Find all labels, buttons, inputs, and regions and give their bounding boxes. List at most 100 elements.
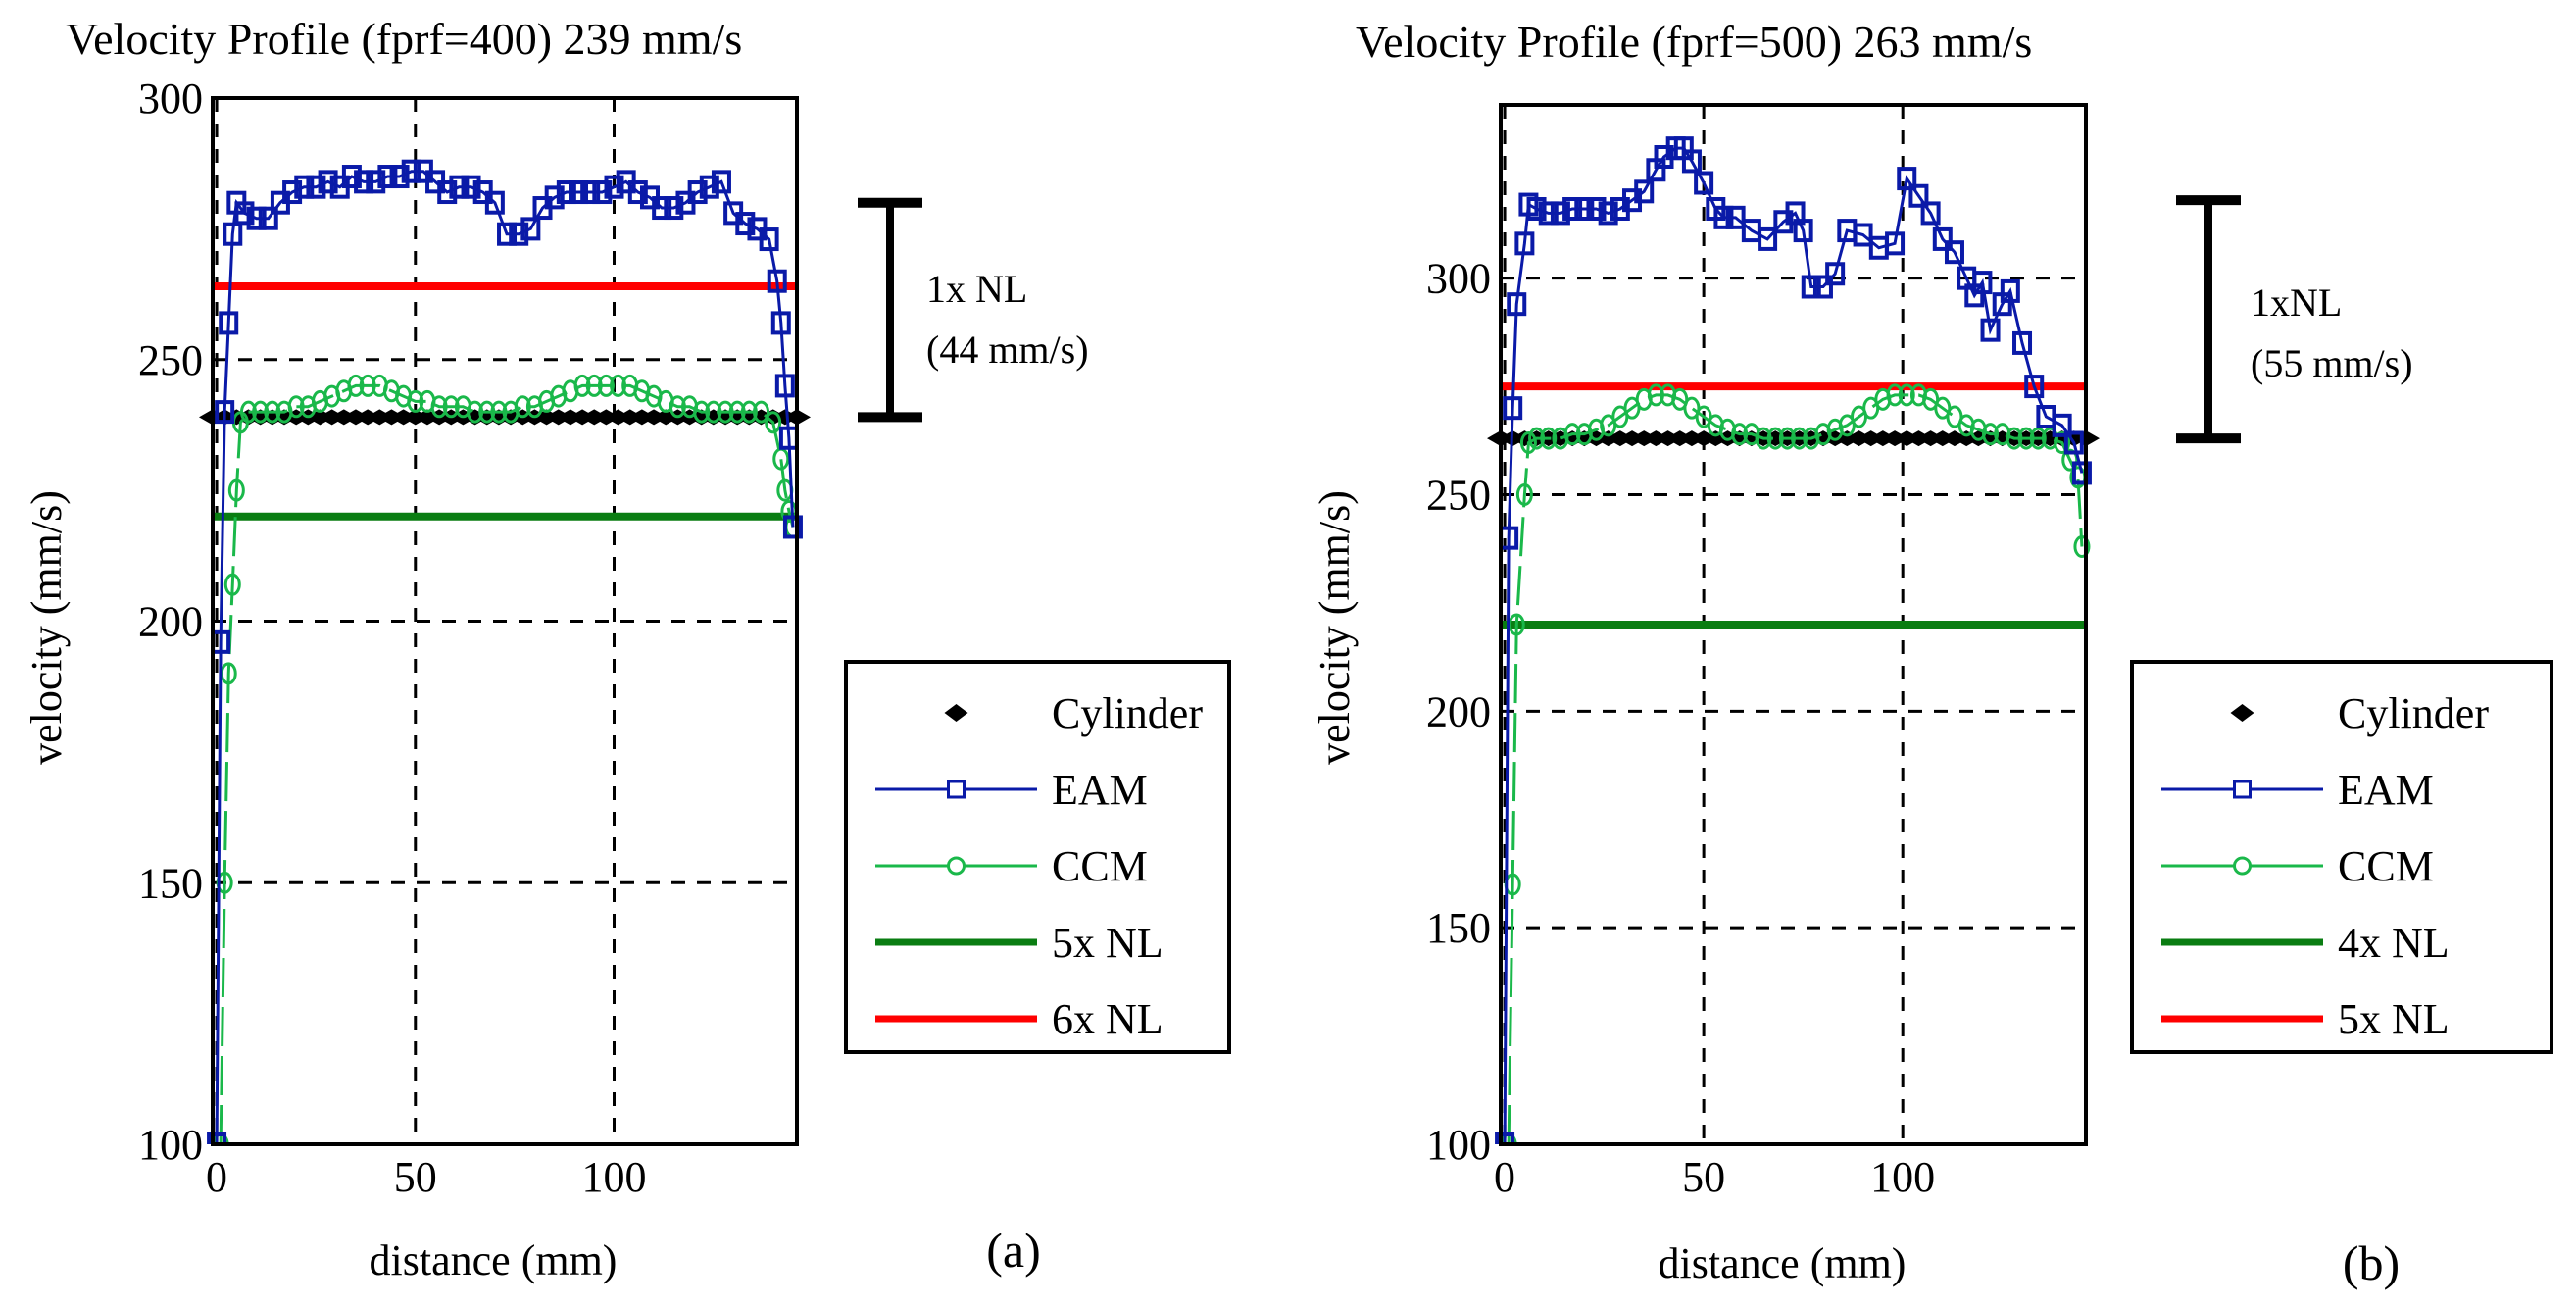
data-point-square	[1825, 262, 1846, 286]
legend-item: 5x NL	[2161, 995, 2450, 1043]
data-point-square	[2024, 375, 2045, 399]
data-point-square	[306, 175, 326, 199]
data-point-square	[1598, 201, 1618, 226]
y-axis-label: velocity (mm/s)	[23, 490, 71, 765]
y-tick-label: 300	[138, 75, 203, 123]
data-point-circle	[490, 400, 508, 424]
data-point-circle	[223, 573, 241, 596]
data-point-square	[2012, 330, 2033, 355]
data-point-circle	[264, 400, 281, 424]
data-point-circle	[669, 395, 686, 419]
legend-item: EAM	[875, 766, 1148, 814]
data-point-square	[1514, 231, 1535, 256]
data-point-square	[687, 180, 708, 205]
data-point-circle	[610, 374, 627, 397]
data-point-square	[664, 196, 684, 221]
data-point-square	[1681, 149, 1702, 174]
data-point-circle	[740, 400, 758, 424]
data-point-square	[1725, 205, 1746, 229]
data-point-square	[223, 222, 243, 246]
data-point-square	[1550, 201, 1570, 226]
y-tick-label: 300	[1426, 255, 1491, 303]
series-ccm	[212, 374, 802, 1144]
data-point-circle	[1563, 423, 1581, 446]
annotation-line1: 1x NL	[926, 267, 1027, 311]
data-point-circle	[693, 400, 711, 424]
annotation-line1: 1xNL	[2251, 280, 2342, 325]
data-point-circle	[1766, 427, 1784, 450]
data-point-square	[699, 175, 719, 199]
chart-title: Velocity Profile (fprf=500) 263 mm/s	[1356, 17, 2032, 67]
data-point-square	[1801, 275, 1821, 299]
legend-label: CCM	[1052, 842, 1148, 890]
x-tick-label: 50	[1682, 1153, 1725, 1201]
data-point-square	[258, 206, 278, 230]
legend-item: Cylinder	[2230, 689, 2489, 737]
data-point-circle	[359, 374, 376, 397]
data-point-square	[401, 159, 421, 183]
data-point-square	[377, 165, 398, 189]
data-point-square	[782, 515, 803, 539]
data-point-square	[1562, 197, 1583, 221]
data-point-square	[282, 180, 303, 205]
annotation-line2: (55 mm/s)	[2251, 341, 2413, 385]
y-tick-label: 250	[1426, 472, 1491, 520]
legend-marker-circle	[2233, 856, 2252, 876]
legend-item: 5x NL	[875, 919, 1164, 967]
data-point-square	[2000, 278, 2020, 303]
legend-box	[844, 660, 1231, 1054]
legend: Cylinder EAM CCM 5x NL 6x NL	[844, 660, 1231, 1054]
data-point-square	[354, 170, 374, 194]
data-point-square	[1758, 226, 1778, 251]
data-point-circle	[1886, 383, 1904, 407]
annotation-line2: (44 mm/s)	[926, 327, 1089, 372]
y-tick-label: 100	[1426, 1121, 1491, 1169]
data-point-circle	[1982, 423, 2000, 446]
data-point-square	[509, 222, 529, 246]
data-point-square	[497, 222, 518, 246]
data-point-square	[1980, 318, 2001, 342]
data-point-square	[759, 227, 779, 252]
x-tick-label: 50	[394, 1153, 437, 1201]
data-point-square	[556, 180, 576, 205]
x-tick-label: 100	[1870, 1153, 1935, 1201]
data-point-circle	[1731, 423, 1749, 446]
data-point-circle	[765, 411, 782, 434]
legend-marker-circle	[947, 856, 966, 876]
data-point-square	[234, 201, 255, 226]
legend-label: Cylinder	[2338, 689, 2489, 737]
x-tick-label: 0	[1494, 1153, 1515, 1201]
data-point-circle	[1519, 431, 1537, 454]
data-point-circle	[2061, 448, 2079, 472]
data-point-square	[437, 180, 458, 205]
data-point-circle	[2073, 535, 2091, 558]
data-point-circle	[1647, 383, 1664, 407]
data-point-square	[1932, 226, 1953, 251]
data-point-circle	[2054, 431, 2071, 454]
legend-item: CCM	[875, 842, 1148, 890]
series-line	[215, 170, 795, 1144]
data-point-square	[770, 311, 791, 335]
legend-item: EAM	[2161, 766, 2434, 814]
data-point-square	[341, 165, 362, 189]
data-point-circle	[1528, 427, 1546, 450]
data-point-circle	[1508, 613, 1525, 636]
chart-title: Velocity Profile (fprf=400) 239 mm/s	[66, 14, 742, 64]
y-tick-label: 150	[1426, 904, 1491, 952]
legend-marker-square	[947, 780, 966, 799]
legend-label: CCM	[2338, 842, 2434, 890]
data-point-square	[520, 217, 541, 241]
data-point-square	[652, 196, 672, 221]
data-point-circle	[467, 400, 484, 424]
legend-label: 6x NL	[1052, 995, 1164, 1043]
legend-item: Cylinder	[944, 689, 1203, 737]
data-point-square	[592, 180, 613, 205]
data-point-square	[1920, 201, 1941, 226]
data-point-circle	[585, 374, 603, 397]
legend-label: Cylinder	[1052, 689, 1203, 737]
data-point-circle	[252, 400, 270, 424]
data-point-square	[207, 1132, 227, 1144]
series-ccm	[1500, 383, 2091, 1144]
data-point-square	[1574, 197, 1595, 221]
